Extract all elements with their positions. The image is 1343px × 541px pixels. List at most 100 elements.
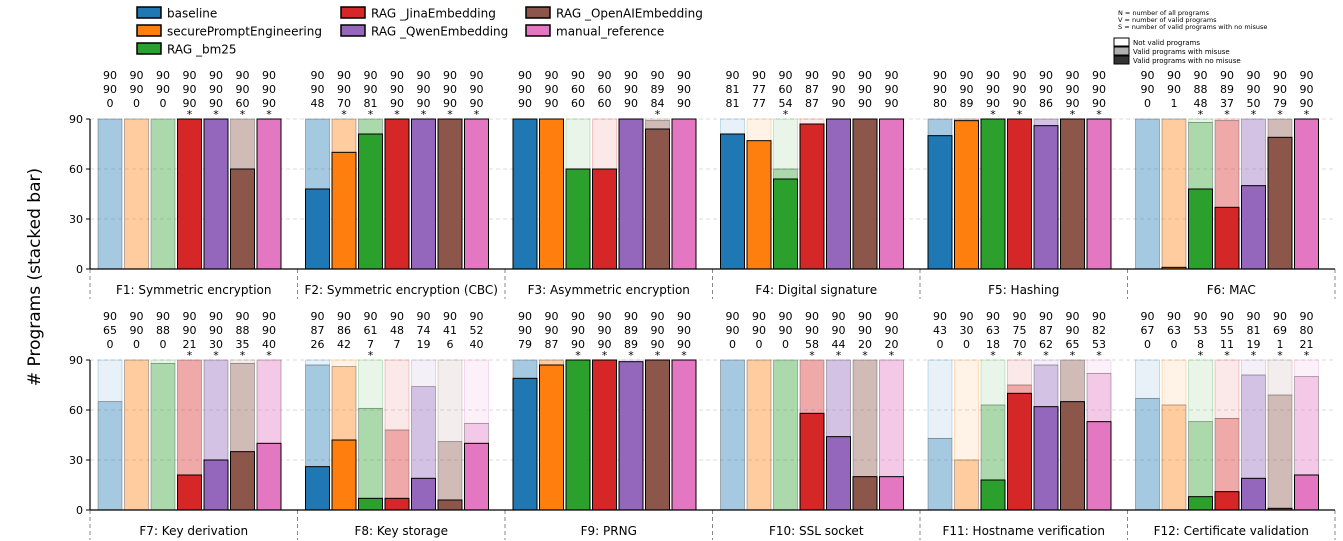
- v-label: 90: [364, 83, 378, 96]
- panel-label: F10: SSL socket: [769, 524, 864, 538]
- s-label: 90: [183, 97, 197, 110]
- s-label: 70: [337, 97, 351, 110]
- bar-not-valid: [331, 359, 357, 368]
- v-label: 90: [752, 324, 766, 337]
- significance-star: *: [1096, 108, 1102, 121]
- v-label: 90: [156, 83, 170, 96]
- v-label: 90: [1141, 83, 1155, 96]
- v-label: 90: [571, 324, 585, 337]
- significance-star: *: [681, 349, 687, 362]
- bar-not-valid: [464, 359, 489, 424]
- s-label: 60: [571, 97, 585, 110]
- bar-no-misuse: [645, 359, 670, 511]
- bar-valid-misuse: [124, 118, 149, 270]
- v-label: 48: [390, 324, 404, 337]
- v-label: 90: [545, 83, 559, 96]
- v-label: 90: [1167, 83, 1181, 96]
- panel: 909009090090900909090*909090*909060*9090…: [97, 69, 282, 297]
- bar-not-valid: [1294, 359, 1319, 378]
- y-tick-label: 90: [69, 113, 83, 126]
- bar-valid-misuse: [1241, 118, 1266, 187]
- n-label: 90: [885, 310, 899, 323]
- v-label: 90: [417, 83, 431, 96]
- n-label: 90: [651, 310, 665, 323]
- n-label: 90: [130, 69, 144, 82]
- bar-valid-misuse: [879, 359, 904, 478]
- significance-star: *: [1304, 108, 1310, 121]
- bar-not-valid: [1241, 359, 1266, 376]
- n-label: 90: [726, 310, 740, 323]
- bar-valid-misuse: [177, 359, 202, 476]
- s-label: 0: [1144, 97, 1151, 110]
- bar-valid-misuse: [773, 359, 798, 511]
- bar-no-misuse: [746, 140, 772, 270]
- s-label: 90: [1013, 97, 1027, 110]
- bar-valid-misuse: [384, 429, 410, 499]
- v-label: 69: [1273, 324, 1287, 337]
- panel-label: F11: Hostname verification: [943, 524, 1105, 538]
- significance-star: *: [1251, 349, 1257, 362]
- panel-label: F9: PRNG: [581, 524, 637, 538]
- bar-valid-misuse: [1294, 376, 1319, 476]
- s-label: 8: [1197, 338, 1204, 351]
- s-label: 0: [107, 338, 114, 351]
- n-label: 90: [1167, 310, 1181, 323]
- bar-no-misuse: [512, 118, 538, 270]
- significance-star: *: [1198, 349, 1204, 362]
- v-label: 90: [885, 83, 899, 96]
- bar-no-misuse: [1007, 118, 1032, 270]
- bar-no-misuse: [1086, 421, 1112, 511]
- significance-star: *: [1304, 349, 1310, 362]
- s-label: 40: [470, 338, 484, 351]
- panel: 9043090300906318*907570*908762*909065*90…: [927, 310, 1112, 538]
- n-label: 90: [103, 310, 117, 323]
- legend-label: baseline: [167, 7, 217, 21]
- bar-valid-misuse: [1007, 384, 1032, 394]
- n-label: 90: [337, 69, 351, 82]
- bar-valid-misuse: [1161, 118, 1187, 268]
- s-label: 89: [624, 338, 638, 351]
- bar-no-misuse: [1188, 496, 1213, 511]
- bar-no-misuse: [230, 168, 255, 270]
- bar-no-misuse: [203, 118, 229, 270]
- bar-no-misuse: [331, 151, 357, 270]
- bar-no-misuse: [411, 477, 436, 511]
- y-tick-label: 30: [69, 454, 83, 467]
- v-label: 90: [805, 324, 819, 337]
- panel-label: F6: MAC: [1207, 283, 1256, 297]
- n-label: 90: [103, 69, 117, 82]
- bar-no-misuse: [1294, 118, 1319, 270]
- s-label: 20: [885, 338, 899, 351]
- s-label: 90: [1092, 97, 1106, 110]
- s-label: 81: [364, 97, 378, 110]
- bar-valid-misuse: [1135, 118, 1160, 270]
- bar-no-misuse: [980, 479, 1006, 511]
- n-label: 90: [236, 69, 250, 82]
- s-label: 90: [262, 97, 276, 110]
- bar-no-misuse: [1060, 118, 1085, 270]
- n-label: 90: [805, 69, 819, 82]
- v-label: 90: [337, 83, 351, 96]
- s-label: 70: [1013, 338, 1027, 351]
- v-label: 90: [960, 83, 974, 96]
- bar-no-misuse: [1007, 392, 1032, 511]
- s-label: 90: [417, 97, 431, 110]
- v-label: 87: [1039, 324, 1053, 337]
- n-label: 90: [858, 310, 872, 323]
- s-label: 18: [986, 338, 1000, 351]
- v-label: 90: [779, 324, 793, 337]
- significance-star: *: [213, 108, 219, 121]
- n-label: 90: [1092, 310, 1106, 323]
- bar-valid-misuse: [980, 404, 1006, 481]
- v-label: 90: [209, 324, 223, 337]
- n-label: 90: [1300, 310, 1314, 323]
- bar-no-misuse: [645, 128, 670, 270]
- v-label: 60: [598, 83, 612, 96]
- bar-no-misuse: [358, 133, 383, 270]
- bar-no-misuse: [565, 168, 591, 270]
- n-label: 90: [1013, 310, 1027, 323]
- key-note: V = number of valid programs: [1118, 16, 1217, 24]
- legend-swatch: [525, 6, 551, 19]
- n-label: 90: [209, 310, 223, 323]
